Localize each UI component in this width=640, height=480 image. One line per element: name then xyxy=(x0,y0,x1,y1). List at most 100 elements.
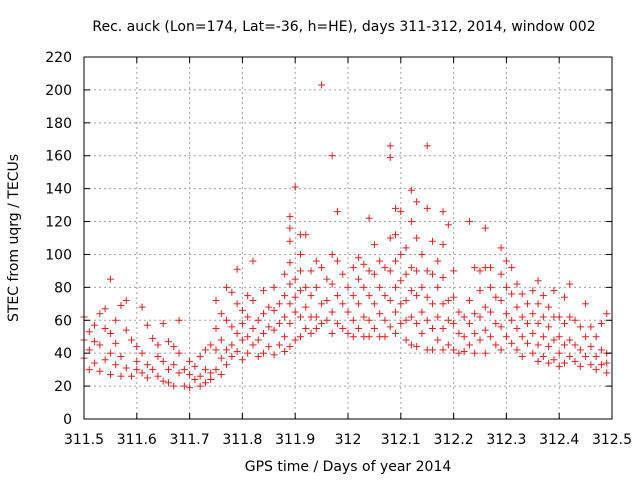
data-point xyxy=(112,361,120,369)
data-point xyxy=(291,275,299,283)
data-point xyxy=(455,329,463,337)
data-point xyxy=(212,297,220,305)
data-points xyxy=(80,81,611,392)
data-point xyxy=(170,361,178,369)
data-point xyxy=(365,292,373,300)
x-axis-tick-labels: 311.5 311.6 311.7 311.8 311.9 312 312.1 312.2 31… xyxy=(64,432,632,448)
data-point xyxy=(460,348,468,356)
data-point xyxy=(465,320,473,328)
data-point xyxy=(302,283,310,291)
data-point xyxy=(386,323,394,331)
data-point xyxy=(407,287,415,295)
data-point xyxy=(539,292,547,300)
x-tick-label: 311.9 xyxy=(275,432,315,448)
data-point xyxy=(233,329,241,337)
y-tick-label: 0 xyxy=(63,412,72,428)
data-point xyxy=(302,325,310,332)
data-point xyxy=(423,142,431,150)
data-point xyxy=(365,267,373,275)
data-point xyxy=(582,300,590,308)
data-point xyxy=(254,352,262,360)
data-point xyxy=(508,290,516,298)
data-point xyxy=(286,213,294,221)
data-point xyxy=(481,349,489,357)
data-point xyxy=(587,361,595,369)
data-point xyxy=(260,329,268,337)
data-point xyxy=(597,361,605,369)
data-point xyxy=(217,336,225,344)
data-point xyxy=(428,237,436,245)
data-point xyxy=(508,339,516,347)
data-point xyxy=(439,273,447,281)
data-point xyxy=(175,369,183,377)
data-point xyxy=(106,329,114,337)
data-point xyxy=(397,320,405,328)
data-point xyxy=(302,231,310,239)
data-point xyxy=(85,328,93,336)
data-point xyxy=(333,320,341,328)
data-point xyxy=(291,308,299,316)
data-point xyxy=(133,366,141,374)
data-point xyxy=(365,214,373,222)
data-point xyxy=(307,329,315,337)
data-point xyxy=(471,310,479,318)
data-point xyxy=(349,316,357,324)
data-point xyxy=(413,320,421,328)
data-point xyxy=(450,267,458,275)
data-point xyxy=(560,359,568,367)
data-point xyxy=(164,366,172,374)
y-tick-label: 40 xyxy=(54,346,72,362)
data-point xyxy=(286,300,294,308)
data-point xyxy=(291,293,299,301)
data-point xyxy=(497,346,505,354)
data-point xyxy=(392,231,400,239)
data-point xyxy=(128,372,136,380)
data-point xyxy=(154,352,162,360)
data-point xyxy=(407,186,415,194)
data-point xyxy=(112,339,120,347)
x-tick-label: 312.1 xyxy=(381,432,421,448)
data-point xyxy=(286,320,294,328)
data-point xyxy=(386,234,394,242)
data-point xyxy=(587,343,595,351)
data-point xyxy=(212,325,220,332)
data-point xyxy=(270,306,278,314)
data-point xyxy=(233,348,241,356)
data-point xyxy=(349,292,357,300)
data-point xyxy=(254,316,262,324)
data-point xyxy=(508,264,516,272)
data-point xyxy=(286,343,294,351)
data-point xyxy=(344,283,352,291)
data-point xyxy=(260,349,268,357)
data-point xyxy=(355,300,363,308)
data-point xyxy=(423,267,431,275)
data-point xyxy=(238,306,246,314)
data-point xyxy=(576,362,584,370)
data-point xyxy=(582,333,590,341)
data-point xyxy=(592,333,600,341)
x-tick-label: 311.5 xyxy=(64,432,104,448)
data-point xyxy=(122,297,130,305)
data-point xyxy=(444,316,452,324)
chart-title: Rec. auck (Lon=174, Lat=-36, h=HE), days… xyxy=(92,19,595,35)
data-point xyxy=(402,297,410,305)
data-point xyxy=(513,280,521,288)
data-point xyxy=(355,254,363,262)
data-point xyxy=(249,297,257,305)
data-point xyxy=(143,321,151,329)
data-point xyxy=(281,270,289,278)
data-point xyxy=(328,250,336,258)
data-point xyxy=(149,366,157,374)
data-point xyxy=(386,153,394,161)
data-point xyxy=(175,349,183,357)
data-point xyxy=(524,339,532,347)
data-point xyxy=(450,293,458,301)
data-point xyxy=(138,349,146,357)
x-tick-label: 311.8 xyxy=(222,432,262,448)
data-point xyxy=(534,320,542,328)
data-point xyxy=(328,308,336,316)
data-point xyxy=(133,357,141,365)
data-point xyxy=(471,349,479,357)
data-point xyxy=(386,297,394,305)
data-point xyxy=(476,287,484,295)
